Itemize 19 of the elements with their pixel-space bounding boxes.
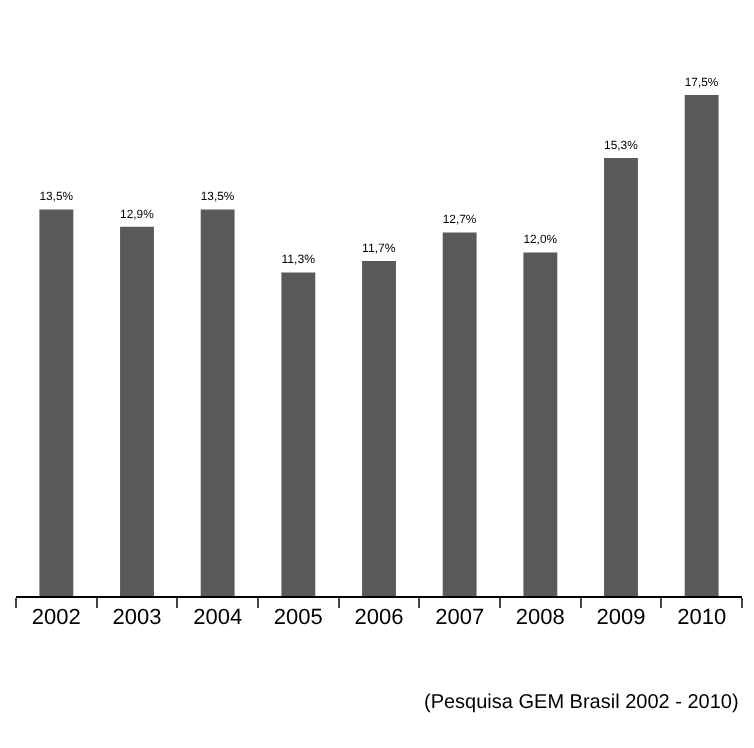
bar (523, 252, 558, 596)
bar (684, 95, 719, 596)
x-tick-label: 2007 (435, 606, 485, 631)
bar (604, 158, 638, 596)
x-tick-label: 2005 (273, 606, 323, 631)
x-tick-label: 2010 (677, 606, 727, 631)
x-tick-label: 2009 (596, 606, 646, 631)
bar (362, 261, 396, 596)
bar (39, 209, 74, 596)
x-tick-label: 2006 (354, 606, 404, 631)
x-tick-label: 2004 (193, 606, 243, 631)
x-tick-label: 2003 (112, 606, 162, 631)
text: (Pesquisa GEM Brasil 2002 - 2010) (424, 692, 739, 714)
bar (442, 232, 477, 596)
bar (281, 272, 316, 596)
x-tick-label: 2002 (31, 606, 81, 631)
bar (120, 226, 154, 596)
bar (200, 209, 235, 596)
x-tick-label: 2008 (515, 606, 565, 631)
